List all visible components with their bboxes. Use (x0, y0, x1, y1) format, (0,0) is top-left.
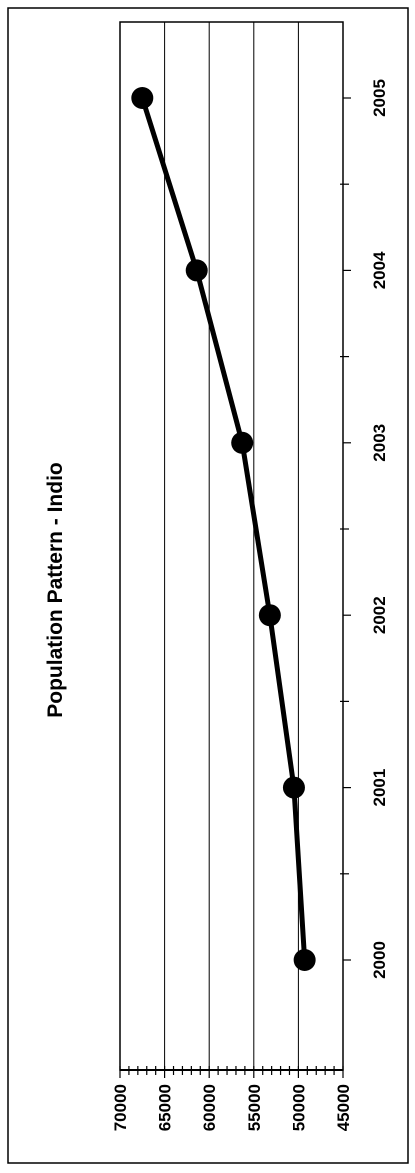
series-population (131, 87, 316, 971)
value-tick-label-70000: 70000 (111, 1084, 130, 1131)
axis-labels: 45000 50000 55000 60000 65000 70000 2000 2001 20… (111, 79, 389, 1131)
category-tick-label-2000: 2000 (370, 941, 389, 979)
grid-lines (164, 22, 299, 1070)
axes (119, 97, 351, 1078)
plot-area (119, 21, 344, 1071)
value-tick-label-50000: 50000 (289, 1084, 308, 1131)
category-tick-label-2001: 2001 (370, 769, 389, 807)
chart-title: Population Pattern - Indio (44, 462, 67, 718)
value-tick-label-45000: 45000 (334, 1084, 353, 1131)
series-line (139, 97, 308, 961)
data-point-2002 (258, 604, 281, 627)
value-tick-label-55000: 55000 (245, 1084, 264, 1131)
category-tick-label-2004: 2004 (370, 251, 389, 289)
data-point-2004 (185, 259, 208, 282)
data-point-2001 (282, 776, 305, 799)
data-point-2000 (293, 949, 316, 971)
chart-border (7, 7, 409, 1164)
value-tick-label-60000: 60000 (200, 1084, 219, 1131)
category-tick-label-2005: 2005 (370, 79, 389, 117)
value-tick-label-65000: 65000 (156, 1084, 175, 1131)
data-point-2005 (131, 87, 154, 109)
category-tick-label-2003: 2003 (370, 424, 389, 462)
data-point-2003 (231, 431, 254, 454)
category-tick-label-2002: 2002 (370, 596, 389, 634)
